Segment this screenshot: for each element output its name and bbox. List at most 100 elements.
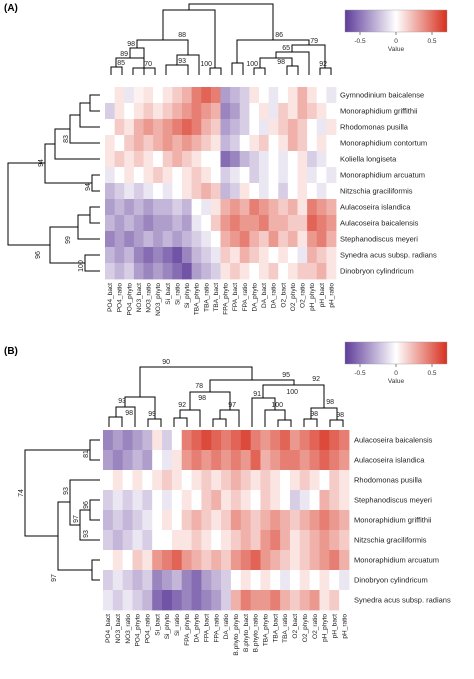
column-label: TBA_bact bbox=[213, 283, 220, 312]
heatmap-cell bbox=[319, 490, 330, 511]
heatmap-cell bbox=[153, 103, 164, 120]
heatmap-cell bbox=[191, 590, 202, 611]
row-dendrogram bbox=[7, 94, 100, 272]
heatmap-cell bbox=[220, 167, 231, 184]
heatmap-cell bbox=[268, 135, 279, 152]
column-label: NO3_bact bbox=[136, 283, 143, 312]
heatmap-cell bbox=[278, 215, 289, 232]
heatmap-cell bbox=[162, 247, 173, 264]
heatmap-cell bbox=[103, 530, 114, 551]
heatmap-cell bbox=[153, 119, 164, 136]
column-label: O2_bact bbox=[292, 614, 299, 639]
bootstrap-label: 97 bbox=[228, 402, 236, 409]
row-bootstrap-labels: 81 74 93 96 97 93 97 bbox=[18, 450, 90, 582]
row-label: Monoraphidium griffithii bbox=[340, 107, 418, 116]
heatmap-cell bbox=[299, 570, 311, 591]
heatmap-cell bbox=[201, 167, 212, 184]
heatmap-cell bbox=[142, 450, 153, 471]
heatmap-cell bbox=[278, 119, 289, 136]
heatmap-cell bbox=[152, 530, 163, 551]
heatmap-cell bbox=[326, 119, 337, 136]
column-label: Si_bact bbox=[165, 283, 172, 305]
column-label: O2_phyto bbox=[302, 614, 309, 643]
heatmap-cell bbox=[191, 490, 202, 511]
heatmap-cell bbox=[143, 215, 154, 232]
heatmap-cell bbox=[103, 430, 114, 451]
heatmap-cell bbox=[114, 263, 125, 280]
heatmap-cell bbox=[287, 183, 298, 200]
heatmap-cell bbox=[250, 510, 261, 531]
panel-a: (A) -0.5 0 0.5 Value bbox=[4, 3, 448, 316]
colorbar-tick-label: 0 bbox=[394, 38, 398, 45]
bootstrap-label: 96 bbox=[35, 251, 42, 259]
heatmap-cell bbox=[309, 530, 320, 551]
heatmap-cell bbox=[230, 263, 241, 280]
heatmap-cell bbox=[171, 490, 183, 511]
heatmap-cell bbox=[103, 450, 114, 471]
column-label: FPA_bact bbox=[232, 283, 239, 311]
heatmap-cell bbox=[329, 470, 340, 491]
heatmap-cell bbox=[259, 263, 270, 280]
row-label: Synedra acus subsp. radians bbox=[354, 596, 451, 605]
heatmap-cell bbox=[210, 119, 221, 136]
heatmap-cell bbox=[220, 103, 231, 120]
bootstrap-label: 88 bbox=[178, 32, 186, 39]
heatmap-cell bbox=[220, 215, 231, 232]
heatmap-cell bbox=[112, 510, 124, 531]
heatmap-cell bbox=[114, 183, 125, 200]
heatmap-cell bbox=[249, 263, 260, 280]
bootstrap-label: 98 bbox=[127, 41, 135, 48]
heatmap-cell bbox=[153, 263, 164, 280]
heatmap-cell bbox=[287, 87, 298, 104]
heatmap-cell bbox=[182, 151, 193, 168]
column-label: TBA_ratio bbox=[282, 614, 289, 643]
heatmap-cell bbox=[307, 135, 318, 152]
heatmap-cell bbox=[124, 263, 135, 280]
heatmap-cell bbox=[259, 119, 270, 136]
bootstrap-label: 78 bbox=[195, 383, 203, 390]
heatmap-cell bbox=[112, 450, 124, 471]
heatmap-cell bbox=[326, 151, 337, 168]
heatmap-cell bbox=[220, 151, 231, 168]
heatmap-cell bbox=[162, 215, 173, 232]
heatmap-cell bbox=[316, 87, 327, 104]
heatmap-cell bbox=[172, 199, 183, 216]
heatmap-cell bbox=[259, 215, 270, 232]
row-label: Aulacoseira islandica bbox=[340, 203, 411, 212]
heatmap-cell bbox=[191, 470, 202, 491]
heatmap-cell bbox=[122, 450, 133, 471]
heatmap-cell bbox=[162, 87, 173, 104]
heatmap-cell bbox=[289, 510, 301, 531]
heatmap-cell bbox=[153, 167, 164, 184]
heatmap-cell bbox=[220, 135, 231, 152]
heatmap-cell bbox=[249, 231, 260, 248]
heatmap-cell bbox=[132, 530, 143, 551]
heatmap-cell bbox=[250, 470, 261, 491]
bootstrap-label: 70 bbox=[144, 61, 152, 68]
heatmap-cells bbox=[103, 430, 350, 611]
heatmap-cell bbox=[316, 183, 327, 200]
heatmap-cell bbox=[270, 530, 281, 551]
heatmap-cell bbox=[162, 550, 173, 571]
heatmap-cell bbox=[280, 450, 291, 471]
heatmap-cell bbox=[250, 450, 261, 471]
heatmap-cell bbox=[268, 103, 279, 120]
heatmap-cell bbox=[297, 87, 308, 104]
heatmap-cell bbox=[221, 530, 232, 551]
bootstrap-label: 98 bbox=[198, 395, 206, 402]
heatmap-cell bbox=[339, 470, 350, 491]
heatmap-cell bbox=[329, 570, 340, 591]
bootstrap-label: 74 bbox=[18, 489, 25, 497]
heatmap-cell bbox=[240, 490, 251, 511]
heatmap-cell bbox=[307, 231, 318, 248]
heatmap-cell bbox=[220, 119, 231, 136]
column-label: Si_bact bbox=[154, 614, 161, 636]
column-label: PO4_bact bbox=[105, 614, 112, 643]
heatmap-cell bbox=[268, 231, 279, 248]
heatmap-cell bbox=[240, 510, 251, 531]
colorbar-tick-label: 0.5 bbox=[427, 38, 436, 45]
colorbar-title: Value bbox=[388, 46, 405, 53]
heatmap-cell bbox=[181, 450, 192, 471]
heatmap-cell bbox=[171, 470, 183, 491]
heatmap-cell bbox=[287, 215, 298, 232]
